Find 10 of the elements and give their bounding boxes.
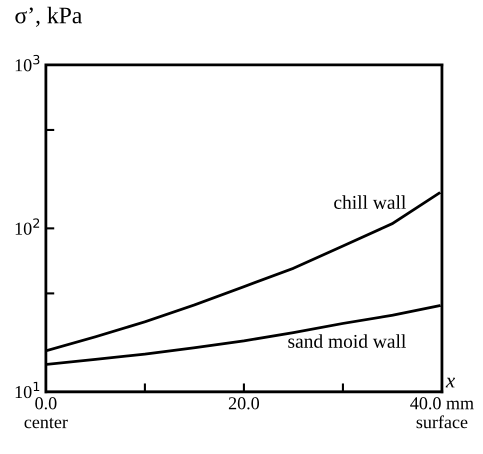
series-label: chill wall [334, 195, 406, 209]
x-tick-label: 20.0 [228, 397, 260, 410]
y-tick-label: 10$^{3}$ [16, 54, 40, 72]
y-tick-label: 10$^{2}$ [16, 218, 40, 235]
y-axis-title: σ’, kPa [15, 6, 82, 27]
x-axis-title: x [446, 378, 455, 388]
y-tick-label: 10$^{1}$ [16, 382, 40, 398]
x-tick-label: 0.0 center [24, 397, 68, 428]
x-tick-label: 40.0 mm surface [410, 397, 474, 428]
series-label: sand moid wall [288, 334, 406, 348]
